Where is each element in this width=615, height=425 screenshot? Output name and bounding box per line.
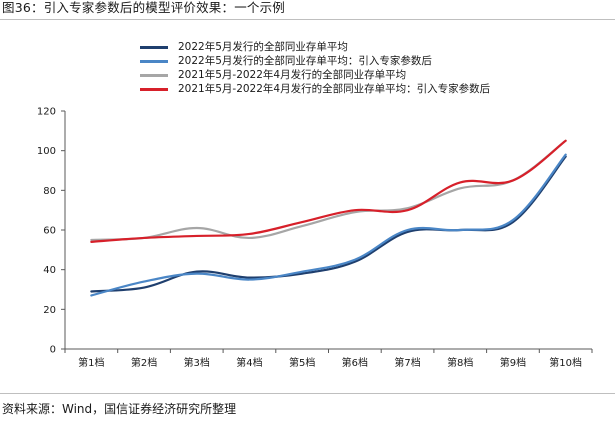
source-divider	[0, 393, 615, 394]
legend-item: 2021年5月-2022年4月发行的全部同业存单平均：引入专家参数后	[140, 82, 490, 96]
title-divider	[0, 19, 615, 20]
legend-label: 2022年5月发行的全部同业存单平均	[178, 41, 348, 53]
legend-swatch	[140, 45, 168, 49]
x-tick-label: 第5档	[289, 356, 315, 369]
series-line-4	[90, 139, 567, 243]
y-tick-label: 120	[37, 107, 56, 118]
series-line-2	[90, 153, 567, 297]
y-tick-label: 80	[43, 186, 56, 197]
x-tick-label: 第4档	[236, 356, 262, 369]
legend-label: 2021年5月-2022年4月发行的全部同业存单平均：引入专家参数后	[178, 83, 491, 95]
x-tick-label: 第10档	[549, 356, 582, 369]
legend-item: 2022年5月发行的全部同业存单平均：引入专家参数后	[140, 54, 490, 68]
x-tick-label: 第9档	[500, 356, 526, 369]
x-tick-label: 第7档	[394, 356, 420, 369]
legend-label: 2021年5月-2022年4月发行的全部同业存单平均	[178, 69, 407, 81]
series-line-1	[90, 155, 567, 293]
chart-legend: 2022年5月发行的全部同业存单平均 2022年5月发行的全部同业存单平均：引入专…	[140, 40, 490, 96]
x-tick-label: 第6档	[342, 356, 368, 369]
x-tick-label: 第8档	[447, 356, 473, 369]
y-tick-label: 60	[43, 226, 56, 237]
x-tick-label: 第2档	[131, 356, 157, 369]
source-note: 资料来源：Wind，国信证券经济研究所整理	[2, 402, 237, 416]
legend-swatch	[140, 73, 168, 77]
legend-swatch	[140, 59, 168, 63]
y-tick-label: 40	[43, 265, 56, 276]
legend-label: 2022年5月发行的全部同业存单平均：引入专家参数后	[178, 55, 432, 67]
figure-title: 图36：引入专家参数后的模型评价效果：一个示例	[2, 0, 286, 15]
y-tick-label: 0	[50, 345, 56, 356]
y-tick-label: 100	[37, 146, 56, 157]
legend-item: 2021年5月-2022年4月发行的全部同业存单平均	[140, 68, 490, 82]
x-tick-label: 第1档	[78, 356, 104, 369]
legend-item: 2022年5月发行的全部同业存单平均	[140, 40, 490, 54]
series-line-3	[90, 139, 567, 242]
x-tick-label: 第3档	[184, 356, 210, 369]
y-tick-label: 20	[43, 305, 56, 316]
legend-swatch	[140, 87, 168, 91]
